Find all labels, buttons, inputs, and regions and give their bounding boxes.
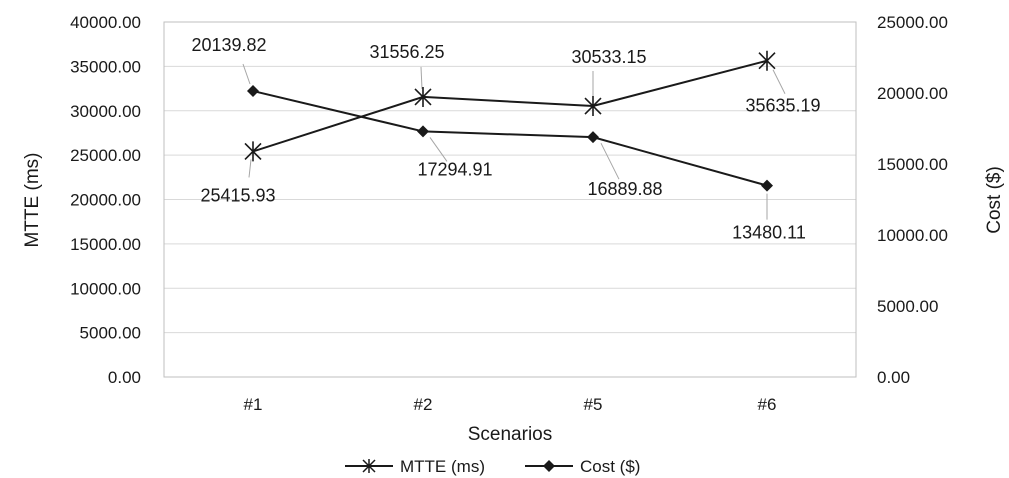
y-tick-label: 35000.00 (70, 57, 141, 76)
leader-line (429, 137, 448, 162)
legend: MTTE (ms) Cost ($) (345, 457, 640, 476)
x-tick-label: #2 (414, 395, 433, 414)
legend-item-cost: Cost ($) (525, 457, 640, 476)
y2-tick-label: 0.00 (877, 368, 910, 387)
cost-data-label: 16889.88 (587, 179, 662, 199)
y-tick-label: 40000.00 (70, 13, 141, 32)
mtte-data-label: 35635.19 (745, 96, 820, 116)
cost-point-marker (417, 125, 429, 138)
mtte-point-marker (758, 50, 776, 71)
x-axis-ticks: #1 #2 #5 #6 (244, 395, 777, 414)
y-tick-label: 5000.00 (80, 324, 141, 343)
left-axis-ticks: 0.00 5000.00 10000.00 15000.00 20000.00 25000… (70, 13, 141, 387)
legend-mtte-label: MTTE (ms) (400, 457, 485, 476)
series (244, 50, 776, 192)
mtte-point-marker (584, 96, 602, 117)
x-tick-label: #6 (758, 395, 777, 414)
x-axis-title: Scenarios (468, 424, 553, 445)
y-axis-title: MTTE (ms) (22, 153, 43, 248)
y-tick-label: 25000.00 (70, 146, 141, 165)
legend-mtte-asterisk-icon (362, 459, 376, 473)
legend-item-mtte: MTTE (ms) (345, 457, 485, 476)
mtte-data-label: 30533.15 (571, 47, 646, 67)
label-leader-lines (242, 63, 786, 220)
data-labels: 25415.93 31556.25 30533.15 35635.19 20139.82… (191, 35, 820, 243)
series-line-cost (252, 90, 768, 187)
legend-cost-label: Cost ($) (580, 457, 640, 476)
y-tick-label: 15000.00 (70, 235, 141, 254)
leader-line (772, 69, 786, 94)
y-tick-label: 0.00 (108, 368, 141, 387)
leader-line (248, 159, 252, 178)
cost-data-label: 13480.11 (732, 223, 806, 243)
mtte-point-marker (244, 141, 262, 162)
y-tick-label: 30000.00 (70, 102, 141, 121)
right-axis-ticks: 0.00 5000.00 10000.00 15000.00 20000.00 25000… (877, 13, 948, 387)
cost-point-marker (587, 131, 599, 144)
x-tick-label: #5 (584, 395, 603, 414)
y2-tick-label: 25000.00 (877, 13, 948, 32)
cost-point-marker (247, 85, 259, 98)
y2-tick-label: 15000.00 (877, 155, 948, 174)
cost-point-marker (761, 179, 773, 192)
x-tick-label: #1 (244, 395, 263, 414)
y-tick-label: 10000.00 (70, 279, 141, 298)
mtte-point-marker (414, 86, 432, 107)
series-line-mtte (252, 59, 768, 153)
legend-cost-diamond-icon (543, 460, 555, 472)
cost-data-label: 20139.82 (191, 35, 266, 55)
cost-data-label: 17294.91 (417, 159, 492, 179)
y2-tick-label: 20000.00 (877, 84, 948, 103)
y-tick-label: 20000.00 (70, 191, 141, 210)
y2-axis-title: Cost ($) (984, 166, 1005, 234)
leader-line (420, 66, 423, 89)
y2-tick-label: 10000.00 (877, 226, 948, 245)
mtte-data-label: 31556.25 (369, 42, 444, 62)
leader-line (600, 142, 620, 180)
leader-line (242, 63, 251, 85)
y2-tick-label: 5000.00 (877, 297, 938, 316)
mtte-data-label: 25415.93 (200, 185, 275, 205)
plot-frame (163, 21, 857, 378)
